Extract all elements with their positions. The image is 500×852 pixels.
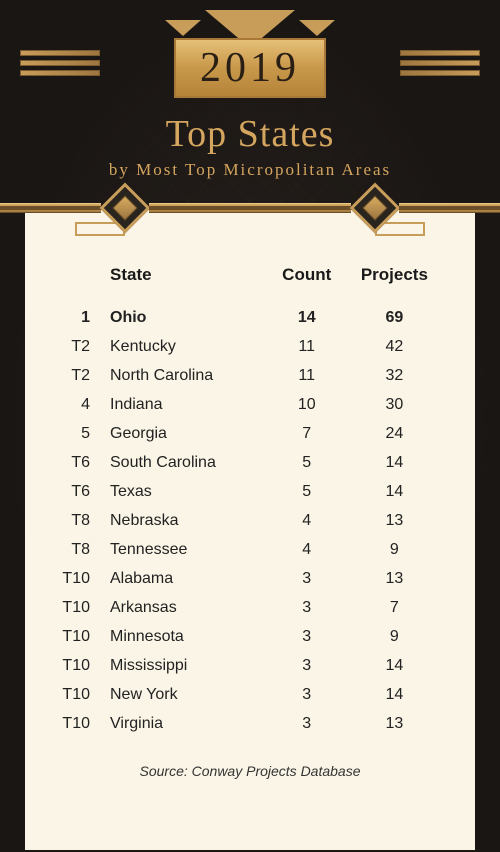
cell-count: 3 — [270, 564, 344, 593]
cell-state: Virginia — [110, 709, 270, 738]
table-row: T8Tennessee49 — [55, 535, 445, 564]
source-text: Source: Conway Projects Database — [55, 763, 445, 779]
cell-projects: 14 — [344, 477, 445, 506]
cell-state: Nebraska — [110, 506, 270, 535]
deco-bars-right — [400, 50, 480, 80]
cell-rank: T10 — [55, 622, 110, 651]
cell-count: 5 — [270, 477, 344, 506]
cell-projects: 69 — [344, 303, 445, 332]
data-card: State Count Projects 1Ohio1469T2Kentucky… — [25, 210, 475, 850]
table-row: T10Minnesota39 — [55, 622, 445, 651]
cell-rank: T6 — [55, 477, 110, 506]
table-row: T10New York314 — [55, 680, 445, 709]
table-header-row: State Count Projects — [55, 265, 445, 303]
col-count: Count — [270, 265, 344, 303]
table-row: T8Nebraska413 — [55, 506, 445, 535]
table-row: T6Texas514 — [55, 477, 445, 506]
cell-count: 3 — [270, 680, 344, 709]
cell-state: New York — [110, 680, 270, 709]
table-row: T10Virginia313 — [55, 709, 445, 738]
cell-count: 14 — [270, 303, 344, 332]
col-state: State — [110, 265, 270, 303]
diamond-icon — [350, 183, 401, 234]
deco-bars-left — [20, 50, 100, 80]
cell-rank: T10 — [55, 680, 110, 709]
cell-count: 10 — [270, 390, 344, 419]
cell-count: 5 — [270, 448, 344, 477]
year-badge: 2019 — [174, 38, 326, 98]
cell-rank: T6 — [55, 448, 110, 477]
cell-state: Tennessee — [110, 535, 270, 564]
page-title: Top States — [0, 112, 500, 156]
cell-projects: 24 — [344, 419, 445, 448]
cell-state: Alabama — [110, 564, 270, 593]
cell-state: North Carolina — [110, 361, 270, 390]
cell-projects: 14 — [344, 448, 445, 477]
table-row: 1Ohio1469 — [55, 303, 445, 332]
table-row: T6South Carolina514 — [55, 448, 445, 477]
states-table: State Count Projects 1Ohio1469T2Kentucky… — [55, 265, 445, 738]
page-subtitle: by Most Top Micropolitan Areas — [0, 160, 500, 180]
cell-rank: T10 — [55, 709, 110, 738]
cell-projects: 13 — [344, 709, 445, 738]
cell-projects: 9 — [344, 535, 445, 564]
cell-rank: T2 — [55, 332, 110, 361]
cell-count: 4 — [270, 506, 344, 535]
cell-rank: T2 — [55, 361, 110, 390]
cell-state: Texas — [110, 477, 270, 506]
cell-projects: 32 — [344, 361, 445, 390]
table-row: 4Indiana1030 — [55, 390, 445, 419]
cell-state: Ohio — [110, 303, 270, 332]
cell-state: Mississippi — [110, 651, 270, 680]
col-rank — [55, 265, 110, 303]
table-row: T10Mississippi314 — [55, 651, 445, 680]
cell-count: 3 — [270, 709, 344, 738]
cell-projects: 13 — [344, 564, 445, 593]
cell-count: 3 — [270, 651, 344, 680]
cell-count: 7 — [270, 419, 344, 448]
cell-projects: 7 — [344, 593, 445, 622]
cell-projects: 14 — [344, 651, 445, 680]
divider-bar — [0, 188, 500, 228]
cell-rank: T10 — [55, 593, 110, 622]
cell-projects: 30 — [344, 390, 445, 419]
cell-count: 3 — [270, 593, 344, 622]
cell-projects: 14 — [344, 680, 445, 709]
cell-state: Indiana — [110, 390, 270, 419]
header: 2019 Top States by Most Top Micropolitan… — [0, 0, 500, 180]
table-row: T10Alabama313 — [55, 564, 445, 593]
cell-rank: T8 — [55, 535, 110, 564]
cell-state: Kentucky — [110, 332, 270, 361]
cell-rank: T10 — [55, 651, 110, 680]
cell-state: Minnesota — [110, 622, 270, 651]
table-row: T2Kentucky1142 — [55, 332, 445, 361]
cell-count: 3 — [270, 622, 344, 651]
cell-rank: T10 — [55, 564, 110, 593]
cell-projects: 42 — [344, 332, 445, 361]
cell-projects: 13 — [344, 506, 445, 535]
table-row: T10Arkansas37 — [55, 593, 445, 622]
table-row: 5Georgia724 — [55, 419, 445, 448]
cell-state: Arkansas — [110, 593, 270, 622]
cell-count: 4 — [270, 535, 344, 564]
cell-state: South Carolina — [110, 448, 270, 477]
table-row: T2North Carolina1132 — [55, 361, 445, 390]
cell-state: Georgia — [110, 419, 270, 448]
cell-rank: 5 — [55, 419, 110, 448]
diamond-icon — [100, 183, 151, 234]
cell-count: 11 — [270, 361, 344, 390]
col-projects: Projects — [344, 265, 445, 303]
cell-rank: T8 — [55, 506, 110, 535]
cell-projects: 9 — [344, 622, 445, 651]
cell-count: 11 — [270, 332, 344, 361]
cell-rank: 4 — [55, 390, 110, 419]
cell-rank: 1 — [55, 303, 110, 332]
